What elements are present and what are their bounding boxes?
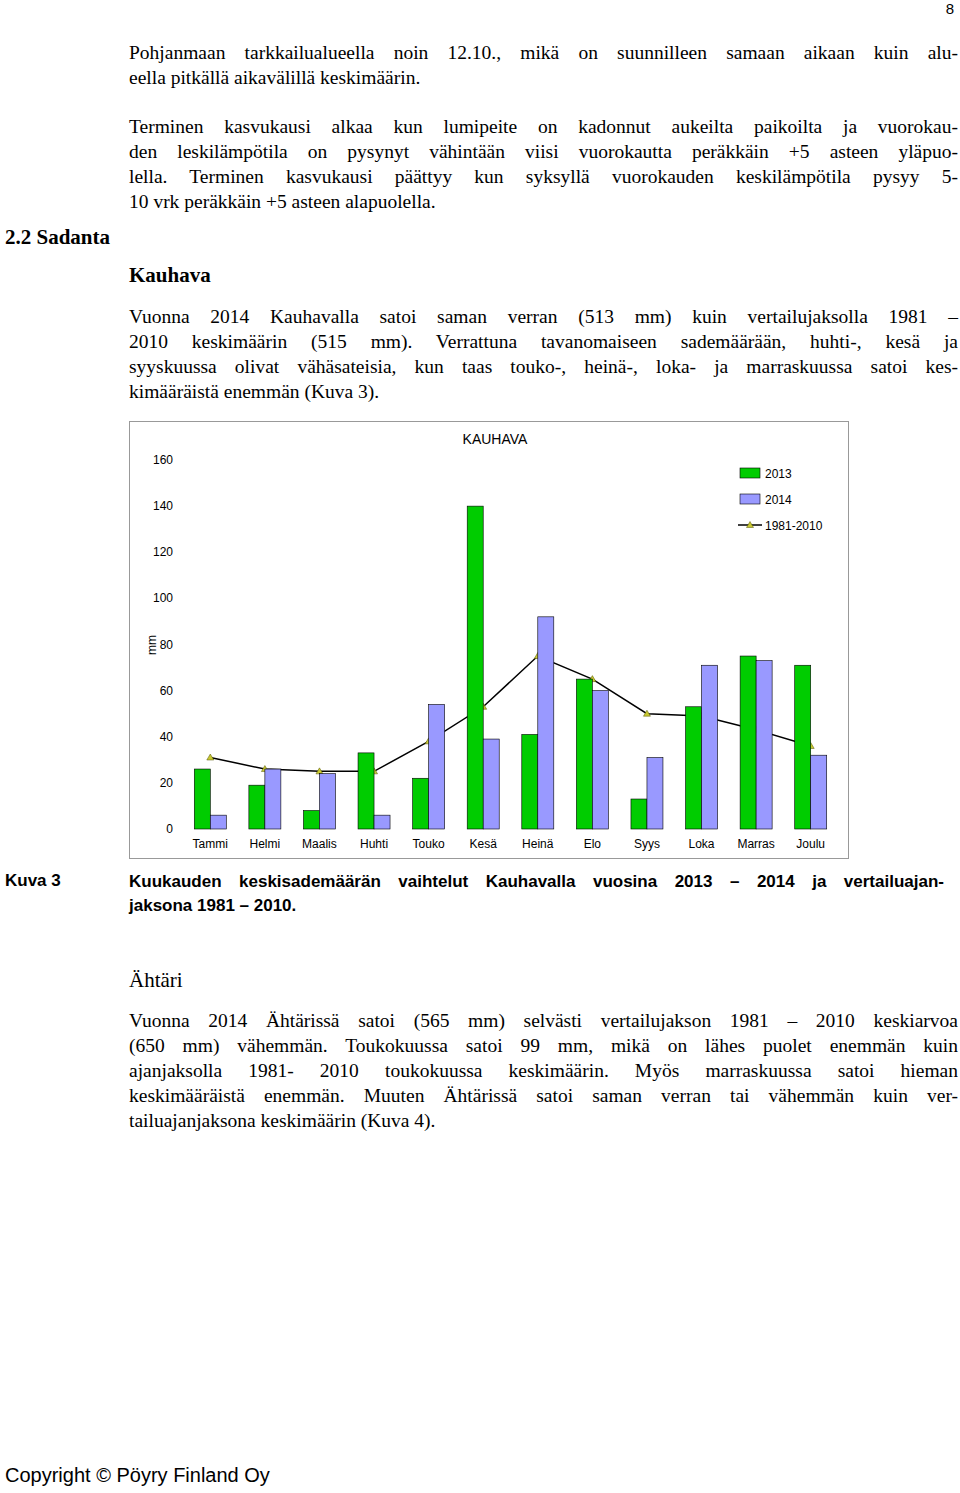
bar — [702, 665, 718, 829]
tick-label: 160 — [153, 453, 173, 467]
category-label: Loka — [689, 837, 715, 851]
line — [210, 656, 810, 771]
caption-line: Kuukauden keskisademäärän vaihtelut Kauh… — [129, 871, 944, 893]
paragraph-line: eella pitkällä aikavälillä keskimäärin. — [129, 65, 958, 90]
paragraph-line: lella. Terminen kasvukausi päättyy kun s… — [129, 164, 958, 189]
paragraph-line: Vuonna 2014 Ähtärissä satoi (565 mm) sel… — [129, 1008, 958, 1033]
legend-label: 2014 — [765, 493, 792, 507]
caption-line: jaksona 1981 – 2010. — [129, 895, 944, 917]
legend-label: 2013 — [765, 467, 792, 481]
subheading: Kauhava — [129, 263, 211, 288]
category-label: Helmi — [250, 837, 281, 851]
category-label: Huhti — [360, 837, 388, 851]
paragraph-line: kimääräistä enemmän (Kuva 3). — [129, 379, 958, 404]
bar — [265, 769, 281, 829]
tick-label: 60 — [160, 684, 174, 698]
paragraph-line: Terminen kasvukausi alkaa kun lumipeite … — [129, 114, 958, 139]
category-label: Kesä — [470, 837, 498, 851]
tick — [179, 460, 183, 461]
paragraph-line: (650 mm) vähemmän. Toukokuussa satoi 99 … — [129, 1033, 958, 1058]
page-number: 8 — [946, 0, 954, 17]
tick-label: 40 — [160, 730, 174, 744]
bar — [210, 815, 226, 829]
bar — [522, 734, 538, 829]
bar — [467, 506, 483, 829]
chart-title: KAUHAVA — [463, 431, 528, 447]
bar — [358, 753, 374, 829]
legend-swatch — [740, 468, 760, 478]
tick — [179, 690, 183, 691]
bar — [429, 704, 445, 829]
chart-frame — [130, 422, 849, 859]
bar — [194, 769, 210, 829]
tick — [179, 506, 183, 507]
category-label: Joulu — [796, 837, 825, 851]
legend-swatch — [740, 494, 760, 504]
subheading: Ähtäri — [129, 968, 183, 993]
tick-label: 140 — [153, 499, 173, 513]
paragraph-line: ajanjaksolla 1981- 2010 toukokuussa kesk… — [129, 1058, 958, 1083]
tick — [179, 552, 183, 553]
plot-area — [207, 653, 814, 774]
bar — [647, 758, 663, 829]
bar — [538, 617, 554, 829]
legend-label: 1981-2010 — [765, 519, 823, 533]
bar — [740, 656, 756, 829]
tick — [179, 736, 183, 737]
category-label: Touko — [413, 837, 445, 851]
line-marker — [316, 768, 323, 774]
category-label: Maalis — [302, 837, 337, 851]
tick — [179, 782, 183, 783]
tick-label: 100 — [153, 591, 173, 605]
tick — [179, 644, 183, 645]
bar — [576, 679, 592, 829]
paragraph-line: den leskilämpötila on pysynyt vähintään … — [129, 139, 958, 164]
legend: 2013 2014 1981-2010 — [738, 467, 823, 533]
tick-label: 120 — [153, 545, 173, 559]
axis-label: mm — [145, 635, 159, 655]
chart: KAUHAVA mm 0 20 40 60 80 100 120 140 160 Tammi Helmi… — [129, 421, 849, 859]
bar — [686, 707, 702, 829]
caption-label: Kuva 3 — [5, 871, 61, 891]
tick-label: 20 — [160, 776, 174, 790]
category-label: Syys — [634, 837, 660, 851]
paragraph-line: syyskuussa olivat vähäsateisia, kun taas… — [129, 354, 958, 379]
category-label: Marras — [737, 837, 774, 851]
legend-swatch — [747, 522, 754, 528]
bar — [592, 691, 608, 829]
paragraph-line: tailuajanjaksona keskimäärin (Kuva 4). — [129, 1108, 958, 1133]
paragraph-line: keskimääräistä enemmän. Muuten Ähtärissä… — [129, 1083, 958, 1108]
bar — [319, 774, 335, 829]
tick — [179, 598, 183, 599]
footer: Copyright © Pöyry Finland Oy — [5, 1464, 270, 1487]
line-marker — [207, 754, 214, 760]
bar — [303, 811, 319, 829]
bar — [413, 778, 429, 829]
bar — [631, 799, 647, 829]
bar — [483, 739, 499, 829]
bar — [795, 665, 811, 829]
paragraph-line: Pohjanmaan tarkkailualueella noin 12.10.… — [129, 40, 958, 65]
bar — [374, 815, 390, 829]
bar — [756, 661, 772, 829]
tick — [179, 829, 183, 830]
category-label: Tammi — [193, 837, 228, 851]
section-heading: 2.2 Sadanta — [5, 225, 110, 250]
category-label: Elo — [584, 837, 602, 851]
bar — [811, 755, 827, 829]
tick-label: 80 — [160, 638, 174, 652]
line-marker — [643, 710, 650, 716]
paragraph-line: 2010 keskimäärin (515 mm). Verrattuna ta… — [129, 329, 958, 354]
paragraph-line: Vuonna 2014 Kauhavalla satoi saman verra… — [129, 304, 958, 329]
tick-label: 0 — [166, 822, 173, 836]
paragraph-line: 10 vrk peräkkäin +5 asteen alapuolella. — [129, 189, 958, 214]
category-label: Heinä — [522, 837, 554, 851]
bar — [249, 785, 265, 829]
